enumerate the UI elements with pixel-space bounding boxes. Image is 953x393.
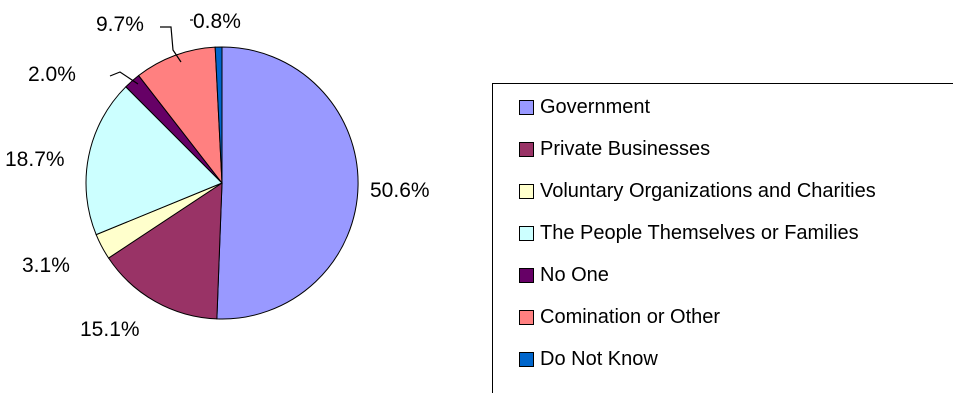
legend: Government Private Businesses Voluntary Or… xyxy=(492,83,953,393)
pie-slice-do-not-know xyxy=(214,46,223,184)
leader-line xyxy=(160,26,182,63)
data-label: 2.0% xyxy=(28,63,76,86)
legend-swatch xyxy=(519,184,534,199)
data-label: 3.1% xyxy=(22,254,70,277)
legend-swatch xyxy=(519,142,534,157)
legend-item: Voluntary Organizations and Charities xyxy=(519,180,876,203)
data-label: 18.7% xyxy=(5,148,65,171)
data-label: 9.7% xyxy=(96,13,144,36)
legend-swatch xyxy=(519,226,534,241)
data-label: 15.1% xyxy=(80,318,140,341)
legend-item: Comination or Other xyxy=(519,306,720,329)
pie-slice-private-businesses xyxy=(107,182,223,320)
legend-swatch xyxy=(519,100,534,115)
pie-slice-government xyxy=(216,46,359,320)
legend-label: Government xyxy=(540,96,651,118)
legend-label: Comination or Other xyxy=(540,306,721,328)
legend-swatch xyxy=(519,310,534,325)
legend-item: Private Businesses xyxy=(519,138,710,161)
legend-item: Government xyxy=(519,96,650,119)
legend-label: Do Not Know xyxy=(540,348,658,370)
legend-item: Do Not Know xyxy=(519,348,658,371)
pie-slice-comination-or-other xyxy=(137,46,223,185)
data-label: 0.8% xyxy=(193,10,241,33)
legend-item: The People Themselves or Families xyxy=(519,222,859,245)
legend-label: Voluntary Organizations and Charities xyxy=(540,180,876,202)
legend-label: The People Themselves or Families xyxy=(540,222,859,244)
pie-svg: 50.6% 15.1% 3.1% 18.7% 2.0% 9.7% 0.8% xyxy=(5,10,430,341)
legend-item: No One xyxy=(519,264,609,287)
legend-swatch xyxy=(519,352,534,367)
legend-swatch xyxy=(519,268,534,283)
leader-line xyxy=(109,71,139,85)
data-label: 50.6% xyxy=(370,179,430,202)
pie-slice-the-people-themselves-or-families xyxy=(85,86,223,236)
legend-label: Private Businesses xyxy=(540,138,711,160)
legend-label: No One xyxy=(540,264,609,286)
